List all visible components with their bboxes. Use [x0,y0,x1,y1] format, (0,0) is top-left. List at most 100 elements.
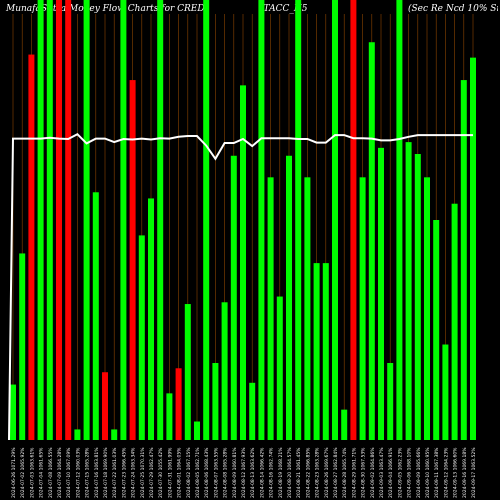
x-tick-label: 2024-09-13 1066.60% [453,447,459,498]
x-tick-label: 2024-08-19 1068.21% [278,447,284,498]
bar [304,177,311,440]
x-tick-label: 2024-08-23 1063.28% [315,447,321,498]
x-tick-label: 2024-08-27 1062.84% [333,447,339,498]
bar [387,363,394,440]
x-tick-label: 2024-08-13 1063.62% [250,447,256,498]
x-tick-label: 2024-08-12 1067.93% [241,447,247,498]
x-tick-label: 2024-09-02 1064.86% [370,447,376,498]
bars [10,0,476,441]
bar [212,363,219,440]
x-tick-label: 2024-09-03 1063.47% [379,447,385,498]
title-symbol: ITACC_N5 [260,4,308,14]
bar [267,177,274,440]
x-axis-labels: 2024-06-26 1071.29% 2024-07-02 1065.92% 20… [11,447,477,498]
x-tick-label: 2024-08-29 1061.71% [351,447,357,498]
bar [166,393,173,440]
x-tick-label: 2024-06-26 1071.29% [11,447,17,498]
bar [322,263,329,440]
x-tick-label: 2024-07-08 1066.55% [48,447,54,498]
bar [74,429,81,440]
bar [442,344,449,440]
bar [396,0,403,440]
x-tick-label: 2024-09-17 1063.52% [471,447,477,498]
x-tick-label: 2024-07-09 1064.28% [57,447,63,498]
price-line [8,132,473,441]
x-tick-label: 2024-08-22 1066.85% [305,447,311,498]
bar [221,302,228,440]
bar [276,296,283,440]
x-tick-label: 2024-08-21 1061.45% [296,447,302,498]
x-tick-label: 2024-09-11 1067.38% [434,447,440,498]
bar [433,220,440,440]
bar [37,0,44,440]
x-tick-label: 2024-08-07 1063.55% [213,447,219,498]
x-tick-label: 2024-07-12 1060.03% [75,447,81,498]
bar [65,0,72,440]
bar [286,155,292,440]
bar [83,0,90,440]
x-tick-label: 2024-08-26 1069.67% [324,447,330,498]
title-left: MunafaSutra Money Flow Charts for CRED [6,4,205,14]
x-tick-label: 2024-09-16 1069.18% [462,447,468,498]
bar [460,80,467,440]
x-tick-label: 2024-07-18 1069.90% [103,447,109,498]
bar [138,235,145,440]
bar [378,147,384,440]
x-tick-label: 2024-08-01 1064.05% [177,447,183,498]
bar [332,0,338,440]
x-tick-label: 2024-07-15 1065.28% [85,447,91,498]
bar [19,253,26,440]
bar [10,384,16,440]
bar [46,0,53,440]
bar [194,421,200,440]
bar [405,142,412,440]
x-tick-label: 2024-07-29 1062.47% [149,447,155,498]
x-tick-label: 2024-08-02 1067.15% [186,447,192,498]
x-tick-label: 2024-07-02 1065.92% [20,447,26,498]
x-tick-label: 2024-07-31 1061.99% [167,447,173,498]
x-tick-label: 2024-08-30 1067.53% [361,447,367,498]
x-tick-label: 2024-08-05 1062.71% [195,447,201,498]
x-tick-label: 2024-09-06 1068.10% [407,447,413,498]
bar [184,304,191,440]
x-tick-label: 2024-09-12 1064.23% [443,447,449,498]
x-tick-label: 2024-07-25 1070.31% [140,447,146,498]
x-tick-label: 2024-08-08 1065.28% [223,447,229,498]
x-tick-label: 2024-07-10 1067.09% [66,447,72,498]
bar [424,177,430,440]
bar [249,382,256,440]
x-tick-label: 2024-08-14 1066.42% [259,447,265,498]
chart-title: MunafaSutra Money Flow Charts for CRED I… [2,4,498,18]
bar [341,409,348,440]
bar [28,54,35,441]
bar [148,198,154,440]
x-tick-label: 2024-07-22 1061.03% [112,447,118,498]
bar [203,0,210,440]
bar [313,263,320,440]
x-tick-label: 2024-09-09 1065.66% [416,447,422,498]
bar [56,0,62,440]
bar [129,80,136,440]
bar [111,429,118,440]
x-tick-label: 2024-09-04 1066.91% [388,447,394,498]
x-tick-label: 2024-08-06 1068.43% [204,447,210,498]
x-tick-label: 2024-07-24 1063.34% [131,447,137,498]
x-tick-label: 2024-08-16 1062.74% [269,447,275,498]
bar [175,368,182,440]
bar [120,0,127,440]
x-tick-label: 2024-09-05 1062.23% [397,447,403,498]
x-tick-label: 2024-07-04 1061.65% [39,447,45,498]
title-right: (Sec Re Ncd 10% Sr. V) M [408,4,498,14]
bar [230,155,237,440]
x-tick-label: 2024-09-10 1060.95% [425,447,431,498]
bar [240,85,246,441]
bar [470,57,476,440]
x-tick-label: 2024-07-30 1055.42% [158,447,164,498]
bar [368,42,375,441]
bar [295,0,302,440]
bar [102,372,108,440]
bar [414,154,421,440]
x-tick-label: 2024-07-23 1066.45% [121,447,127,498]
bar [359,177,366,440]
